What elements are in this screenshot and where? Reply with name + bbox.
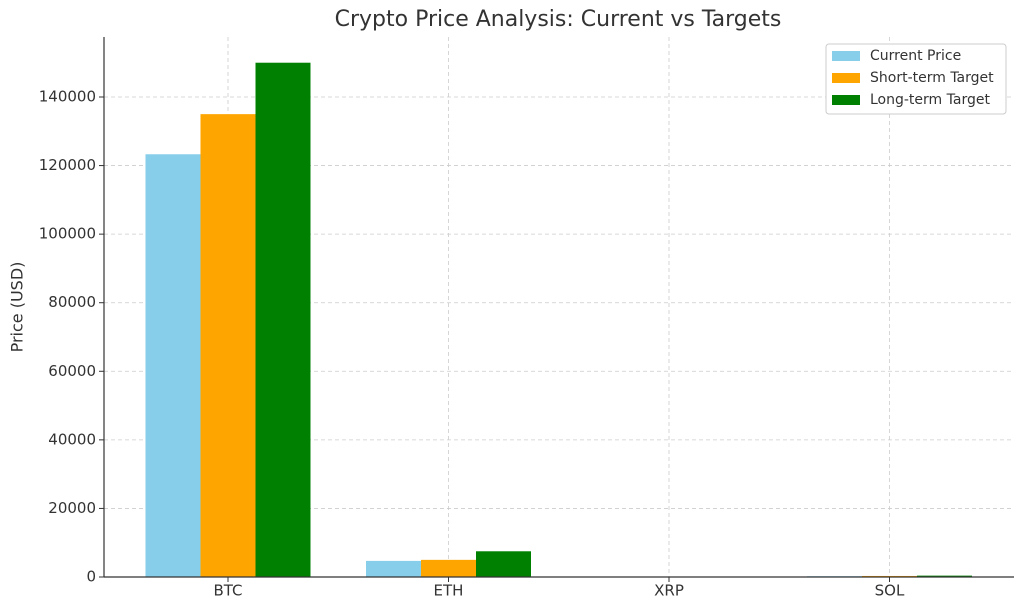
y-tick-label: 100000 [39,225,96,243]
bar [476,551,531,577]
x-tick-label: BTC [213,582,242,600]
y-tick-label: 0 [86,568,96,586]
y-tick-label: 80000 [48,293,96,311]
y-tick-label: 60000 [48,362,96,380]
x-tick-label: XRP [654,582,684,600]
y-tick-label: 40000 [48,430,96,448]
y-tick-label: 20000 [48,499,96,517]
bar [145,154,201,577]
legend: Current Price Short-term Target Long-term … [825,43,1007,115]
y-tick-label: 120000 [39,156,96,174]
bar [255,62,311,577]
y-axis-label: Price (USD) [8,262,27,353]
y-tick-label: 140000 [39,88,96,106]
bar [366,560,421,577]
chart-title: Crypto Price Analysis: Current vs Target… [335,7,782,32]
bar [421,559,476,577]
legend-label: Short-term Target [870,70,994,86]
legend-swatch [832,51,860,61]
legend-label: Long-term Target [870,92,990,108]
bar [200,114,256,578]
legend-swatch [832,73,860,83]
x-tick-label: ETH [434,582,464,600]
x-tick-label: SOL [875,582,905,600]
legend-label: Current Price [870,48,961,64]
legend-swatch [832,95,860,105]
legend-box [825,43,1007,115]
bar [917,575,972,577]
